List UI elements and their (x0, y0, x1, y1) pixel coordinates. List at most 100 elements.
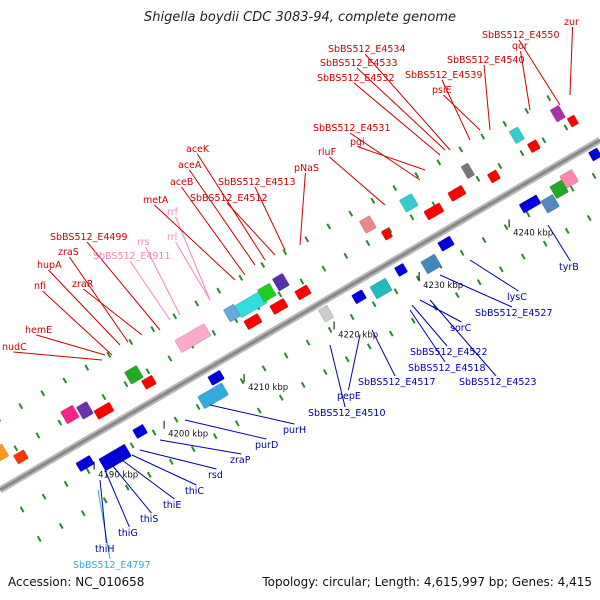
gene-arrow (93, 402, 115, 420)
tick-dash (62, 377, 68, 384)
tick-dash (238, 274, 244, 281)
gene-block (559, 169, 579, 189)
tick-dash (106, 351, 112, 358)
tick-dash (502, 120, 508, 127)
leader-line (441, 79, 471, 141)
forward-gene-label: pNaS (294, 163, 319, 174)
tick-dash (525, 211, 531, 218)
tick-dash (481, 236, 487, 244)
gene-block (174, 323, 211, 353)
tick-dash (277, 291, 283, 298)
leader-line (409, 309, 446, 363)
reverse-gene-label: SbBS512_E4517 (358, 377, 436, 388)
gene-block (76, 401, 94, 420)
tick-dash (173, 416, 179, 423)
reverse-gene-label: rsd (208, 470, 223, 481)
forward-gene-label: aceA (178, 160, 202, 171)
tick-dash (194, 300, 200, 307)
tick-dash (343, 252, 349, 259)
leader-line (364, 53, 451, 151)
reverse-gene-label: SbBS512_E4522 (410, 347, 488, 358)
tick-dash (239, 378, 245, 385)
gene-arrow (132, 424, 148, 439)
gene-block (257, 283, 277, 303)
gene-arrow (381, 227, 393, 241)
tick-dash (459, 249, 465, 256)
tick-dash (519, 150, 525, 157)
leader-line (42, 290, 113, 356)
forward-gene-label: rluF (318, 147, 336, 158)
leader-line (180, 186, 246, 276)
reverse-gene-label: tyrB (559, 262, 579, 273)
forward-gene-label: qor (512, 41, 528, 52)
leader-line (254, 186, 286, 251)
tick-dash (150, 326, 156, 333)
tick-dash (569, 185, 575, 192)
leader-line (371, 329, 396, 377)
tick-dash (123, 381, 129, 388)
gene-arrow (394, 263, 408, 277)
leader-line (347, 334, 361, 391)
gene-arrow (567, 114, 579, 128)
gene-block (420, 254, 442, 274)
reverse-gene-label: zraP (230, 455, 251, 466)
gene-block (98, 444, 132, 472)
tick-dash (282, 249, 288, 256)
forward-gene-label: SbBS512_E4911 (93, 251, 171, 262)
leader-line (86, 241, 161, 331)
leader-line (329, 344, 346, 408)
tick-dash (410, 317, 416, 324)
tick-dash (101, 393, 107, 401)
tick-dash (300, 381, 306, 388)
leader-line (358, 146, 426, 171)
leader-line (547, 224, 571, 262)
leader-line (129, 260, 171, 321)
tick-dash (326, 223, 332, 230)
reverse-gene-label: thiH (95, 544, 115, 555)
leader-line (145, 246, 181, 316)
leader-line (439, 274, 513, 308)
tick-dash (167, 355, 173, 362)
leader-line (121, 459, 175, 500)
tick-dash (458, 146, 464, 153)
reverse-gene-label: thiS (140, 514, 158, 525)
tick-dash (305, 339, 311, 346)
tick-dash (475, 175, 481, 182)
forward-gene-label: aceB (170, 177, 193, 188)
forward-gene-label: zur (564, 17, 579, 28)
tick-dash (454, 291, 460, 299)
scale-tick-label: 4190 kbp (98, 471, 138, 481)
scale-tick-label: 4240 kbp (513, 228, 553, 238)
tick-dash (498, 266, 504, 273)
tick-dash (393, 288, 399, 295)
gene-arrow (519, 194, 542, 214)
forward-gene-label: SbBS512_E4550 (482, 30, 560, 41)
gene-block (399, 193, 419, 213)
reverse-gene-label: SbBS512_E4518 (408, 363, 486, 374)
tick-dash (211, 329, 217, 336)
gene-block (197, 382, 229, 409)
leader-line (68, 256, 129, 343)
tick-dash (0, 415, 2, 423)
tick-dash (145, 368, 151, 375)
gene-block (124, 365, 144, 385)
tick-dash (129, 442, 135, 449)
scale-tick-label: 4230 kbp (423, 281, 463, 291)
tick-dash (57, 419, 63, 426)
reverse-gene-label: thiG (118, 528, 138, 539)
gene-arrow (527, 139, 541, 153)
tick-dash (344, 356, 350, 363)
tick-dash (476, 279, 482, 286)
gene-block (540, 194, 560, 214)
genome-summary: Topology: circular; Length: 4,615,997 bp… (262, 575, 592, 589)
tick-dash (591, 172, 597, 179)
tick-dash (436, 159, 442, 166)
gene-arrow (437, 235, 455, 252)
leader-line (159, 439, 242, 455)
gene-arrow (487, 169, 501, 184)
map-title: Shigella boydii CDC 3083-94, complete ge… (143, 10, 457, 25)
accession-text: Accession: NC_010658 (8, 575, 145, 589)
tick-dash (151, 429, 157, 436)
leader-line (139, 449, 217, 470)
tick-dash (128, 338, 134, 346)
